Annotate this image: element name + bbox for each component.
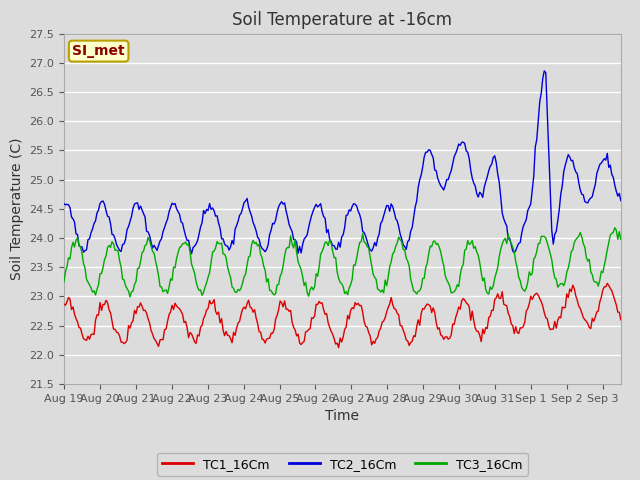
Text: SI_met: SI_met — [72, 44, 125, 58]
Title: Soil Temperature at -16cm: Soil Temperature at -16cm — [232, 11, 452, 29]
Legend: TC1_16Cm, TC2_16Cm, TC3_16Cm: TC1_16Cm, TC2_16Cm, TC3_16Cm — [157, 453, 528, 476]
Y-axis label: Soil Temperature (C): Soil Temperature (C) — [10, 138, 24, 280]
X-axis label: Time: Time — [325, 409, 360, 423]
